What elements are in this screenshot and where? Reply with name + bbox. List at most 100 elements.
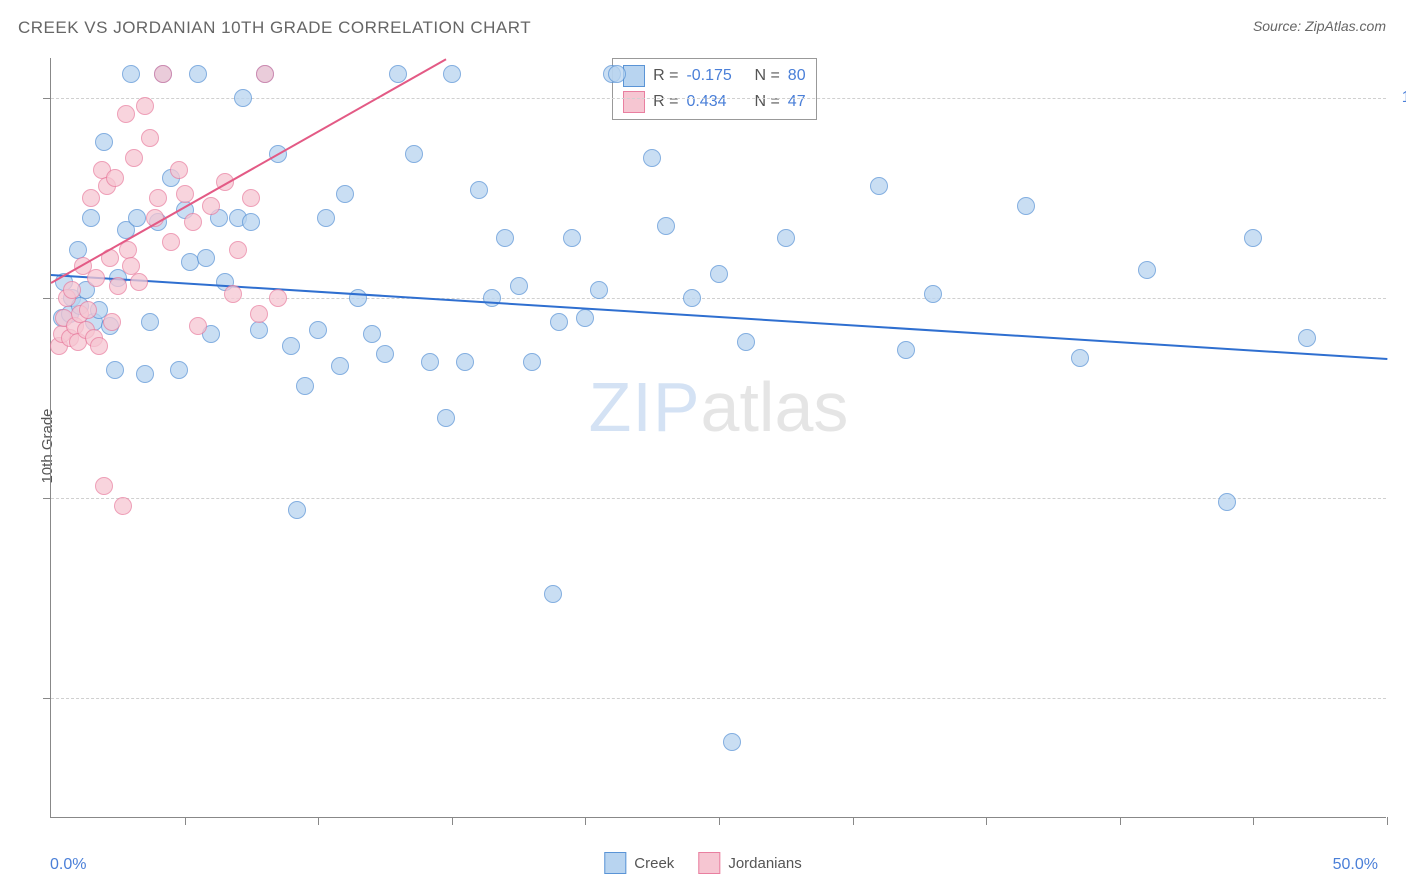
creek-point xyxy=(1298,329,1316,347)
stat-r-label: R = xyxy=(653,93,678,111)
creek-point xyxy=(234,89,252,107)
creek-point xyxy=(437,409,455,427)
x-tick xyxy=(719,817,720,825)
creek-point xyxy=(376,345,394,363)
stats-row: R =-0.175N =80 xyxy=(623,63,805,89)
y-axis-label: 100.0% xyxy=(1396,89,1406,107)
creek-point xyxy=(1071,349,1089,367)
x-tick xyxy=(1120,817,1121,825)
chart-title: CREEK VS JORDANIAN 10TH GRADE CORRELATIO… xyxy=(18,18,531,38)
bottom-legend: Creek Jordanians xyxy=(604,852,801,874)
jordan-point xyxy=(162,233,180,251)
legend-label: Creek xyxy=(634,855,674,872)
creek-point xyxy=(349,289,367,307)
creek-point xyxy=(136,365,154,383)
stat-r-value: 0.434 xyxy=(686,93,746,111)
x-tick xyxy=(318,817,319,825)
creek-point xyxy=(443,65,461,83)
legend-item-creek: Creek xyxy=(604,852,674,874)
creek-point xyxy=(643,149,661,167)
creek-point xyxy=(309,321,327,339)
chart-container: CREEK VS JORDANIAN 10TH GRADE CORRELATIO… xyxy=(0,0,1406,892)
x-tick xyxy=(585,817,586,825)
x-tick xyxy=(986,817,987,825)
legend-label: Jordanians xyxy=(728,855,801,872)
creek-point xyxy=(924,285,942,303)
plot-area: ZIPatlas R =-0.175N =80R =0.434N =47 85.… xyxy=(50,58,1386,818)
creek-point xyxy=(590,281,608,299)
jordan-point xyxy=(250,305,268,323)
gridline-h xyxy=(51,298,1386,299)
creek-point xyxy=(141,313,159,331)
jordan-point xyxy=(202,197,220,215)
jordan-point xyxy=(103,313,121,331)
jordan-point xyxy=(224,285,242,303)
watermark: ZIPatlas xyxy=(589,367,849,447)
creek-point xyxy=(128,209,146,227)
watermark-zip: ZIP xyxy=(589,368,701,446)
creek-point xyxy=(189,65,207,83)
jordan-point xyxy=(154,65,172,83)
x-tick xyxy=(853,817,854,825)
jordan-point xyxy=(176,185,194,203)
stat-r-label: R = xyxy=(653,67,678,85)
creek-point xyxy=(1138,261,1156,279)
jordan-point xyxy=(229,241,247,259)
creek-point xyxy=(563,229,581,247)
creek-point xyxy=(250,321,268,339)
legend-item-jordan: Jordanians xyxy=(698,852,801,874)
creek-point xyxy=(288,501,306,519)
x-tick xyxy=(1253,817,1254,825)
jordan-point xyxy=(79,301,97,319)
x-axis-start-label: 0.0% xyxy=(50,856,86,874)
creek-point xyxy=(296,377,314,395)
jordan-point xyxy=(189,317,207,335)
creek-point xyxy=(657,217,675,235)
stats-box: R =-0.175N =80R =0.434N =47 xyxy=(612,58,816,120)
creek-swatch xyxy=(623,65,645,87)
stat-r-value: -0.175 xyxy=(686,67,746,85)
x-tick xyxy=(1387,817,1388,825)
creek-point xyxy=(331,357,349,375)
creek-point xyxy=(1017,197,1035,215)
x-tick xyxy=(185,817,186,825)
jordan-point xyxy=(95,477,113,495)
creek-point xyxy=(608,65,626,83)
jordan-point xyxy=(242,189,260,207)
jordan-point xyxy=(269,289,287,307)
jordan-point xyxy=(82,189,100,207)
creek-point xyxy=(405,145,423,163)
jordan-point xyxy=(114,497,132,515)
stat-n-label: N = xyxy=(754,67,779,85)
creek-point xyxy=(317,209,335,227)
jordan-point xyxy=(170,161,188,179)
stats-row: R = 0.434 N = 47 xyxy=(623,89,805,115)
y-tick xyxy=(43,298,51,299)
creek-point xyxy=(95,133,113,151)
y-tick xyxy=(43,98,51,99)
watermark-atlas: atlas xyxy=(701,368,849,446)
stat-n-value: 47 xyxy=(788,93,806,111)
gridline-h xyxy=(51,698,1386,699)
jordan-point xyxy=(87,269,105,287)
creek-point xyxy=(336,185,354,203)
gridline-h xyxy=(51,498,1386,499)
jordan-point xyxy=(90,337,108,355)
stat-n-label: N = xyxy=(754,93,779,111)
y-axis-label: 90.0% xyxy=(1396,489,1406,507)
jordan-point xyxy=(106,169,124,187)
creek-point xyxy=(242,213,260,231)
jordan-point xyxy=(141,129,159,147)
creek-point xyxy=(197,249,215,267)
creek-point xyxy=(456,353,474,371)
y-axis-label: 95.0% xyxy=(1396,289,1406,307)
creek-point xyxy=(170,361,188,379)
creek-point xyxy=(550,313,568,331)
jordan-point xyxy=(256,65,274,83)
jordan-swatch xyxy=(623,91,645,113)
creek-point xyxy=(683,289,701,307)
creek-point xyxy=(282,337,300,355)
creek-point xyxy=(723,733,741,751)
creek-point xyxy=(710,265,728,283)
creek-point xyxy=(106,361,124,379)
